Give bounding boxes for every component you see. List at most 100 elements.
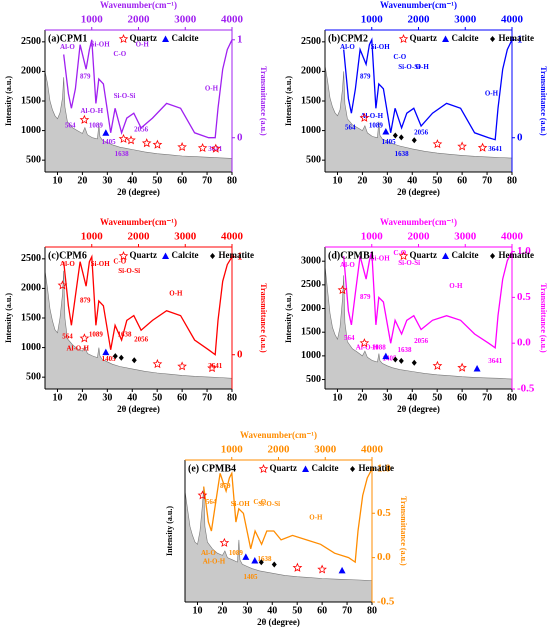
- annotation: 3641: [208, 362, 223, 370]
- y2-tick-label: 1: [237, 33, 243, 45]
- x-tick-label: 70: [202, 175, 212, 186]
- ftir-line: [343, 37, 512, 141]
- x-tick-label: 20: [357, 175, 367, 186]
- annotation: Si-O-Si: [258, 500, 280, 508]
- y2-axis-label: Transmittance (a.u.): [539, 66, 548, 136]
- annotation: 1405: [102, 138, 117, 146]
- phase-marker: [79, 333, 90, 343]
- x-tick-label: 30: [382, 175, 392, 186]
- x-tick-label: 80: [227, 175, 237, 186]
- legend-label: Quartz: [410, 250, 438, 260]
- y2-tick-label: 1: [517, 33, 523, 45]
- y2-axis-label: Transmittance (a.u.): [399, 496, 408, 566]
- y-tick-label: 2000: [21, 66, 41, 77]
- annotation: 564: [344, 334, 355, 342]
- legend-symbol: [442, 35, 450, 42]
- legend-symbol: [350, 466, 356, 472]
- x2-tick-label: 3000: [174, 14, 197, 26]
- legend-symbol: [490, 36, 496, 42]
- y2-axis-label: Transmittance (a.u.): [259, 66, 268, 136]
- phase-marker: [102, 129, 110, 136]
- legend-label: Quartz: [410, 33, 438, 43]
- y-tick-label: 1500: [21, 312, 41, 323]
- x-tick-label: 10: [332, 392, 342, 403]
- annotation: 1638: [395, 150, 410, 158]
- y-tick-label: 1500: [301, 326, 321, 337]
- legend-label: Calcite: [312, 463, 339, 473]
- phase-marker: [359, 112, 370, 122]
- y2-tick-label: 0.5: [377, 507, 391, 519]
- legend-label: Quartz: [130, 250, 158, 260]
- panel-title: (e) CPMB4: [188, 463, 236, 474]
- panel-title: (a)CPM1: [48, 33, 87, 44]
- x-axis-label: 2θ (degree): [397, 187, 440, 197]
- x2-tick-label: 3000: [314, 444, 337, 456]
- x-tick-label: 40: [127, 175, 137, 186]
- y-axis-label: Intensity (a.u.): [4, 293, 13, 343]
- phase-marker: [398, 357, 404, 364]
- y-tick-label: 3000: [301, 255, 321, 266]
- x2-axis-label: Wavenumber(cm⁻¹): [100, 0, 177, 10]
- y-tick-label: 2000: [301, 66, 321, 77]
- x-tick-label: 70: [482, 392, 492, 403]
- annotation: Al-O: [60, 260, 75, 268]
- phase-marker: [79, 114, 90, 124]
- annotation: 2056: [134, 125, 149, 133]
- legend-label: Hematite: [499, 250, 534, 260]
- annotation: 564: [65, 122, 76, 130]
- x2-tick-label: 3000: [454, 231, 477, 243]
- x2-tick-label: 1000: [221, 444, 244, 456]
- annotation: Si-O-Si: [118, 267, 140, 275]
- annotation: O-H: [169, 290, 183, 298]
- x-axis-label: 2θ (degree): [257, 617, 300, 627]
- xrd-area: [325, 65, 512, 172]
- phase-marker: [177, 141, 187, 152]
- annotation: 879: [220, 482, 231, 490]
- ftir-line: [63, 254, 232, 356]
- annotation: Si-O-Si: [398, 63, 420, 71]
- y-tick-label: 2500: [301, 279, 321, 290]
- x-tick-label: 30: [102, 175, 112, 186]
- x-tick-label: 20: [77, 175, 87, 186]
- legend-label: Calcite: [452, 33, 479, 43]
- y2-tick-label: 1: [237, 250, 243, 262]
- phase-marker: [457, 362, 467, 372]
- phase-marker: [112, 353, 118, 360]
- annotation: 2056: [134, 336, 149, 344]
- annotation: O-H: [136, 40, 150, 48]
- phase-marker: [152, 358, 163, 369]
- annotation: 1088: [372, 343, 387, 351]
- y-tick-label: 2500: [301, 36, 321, 47]
- x2-tick-label: 4000: [361, 444, 384, 456]
- legend-symbol: [398, 250, 409, 261]
- x2-tick-label: 3000: [174, 231, 197, 243]
- y2-axis-label: Transmittance (a.u.): [259, 283, 268, 353]
- annotation: O-H: [205, 84, 219, 92]
- phase-marker: [473, 364, 481, 372]
- x2-tick-label: 4000: [501, 14, 524, 26]
- phase-marker: [197, 142, 208, 153]
- legend-symbol: [258, 463, 269, 474]
- x-axis-label: 2θ (degree): [117, 187, 160, 197]
- x2-tick-label: 1000: [81, 231, 104, 243]
- legend-symbol: [302, 465, 310, 472]
- x2-axis-label: Wavenumber(cm⁻¹): [380, 0, 457, 10]
- x-tick-label: 10: [52, 175, 62, 186]
- y2-tick-label: 0: [237, 348, 243, 360]
- annotation: 879: [80, 73, 91, 81]
- annotation: Si-OH: [91, 40, 111, 48]
- x2-tick-label: 2000: [268, 444, 291, 456]
- y-axis-label: Intensity (a.u.): [284, 76, 293, 126]
- annotation: Al-O-H: [80, 107, 103, 115]
- y-tick-label: 2000: [301, 303, 321, 314]
- x-tick-label: 20: [217, 605, 227, 616]
- y2-tick-label: 0.0: [377, 551, 391, 563]
- annotation: 2056: [414, 337, 429, 345]
- legend-label: Calcite: [172, 250, 199, 260]
- y-tick-label: 1000: [301, 125, 321, 136]
- annotation: 3641: [488, 145, 503, 153]
- x2-axis-label: Wavenumber(cm⁻¹): [100, 217, 177, 227]
